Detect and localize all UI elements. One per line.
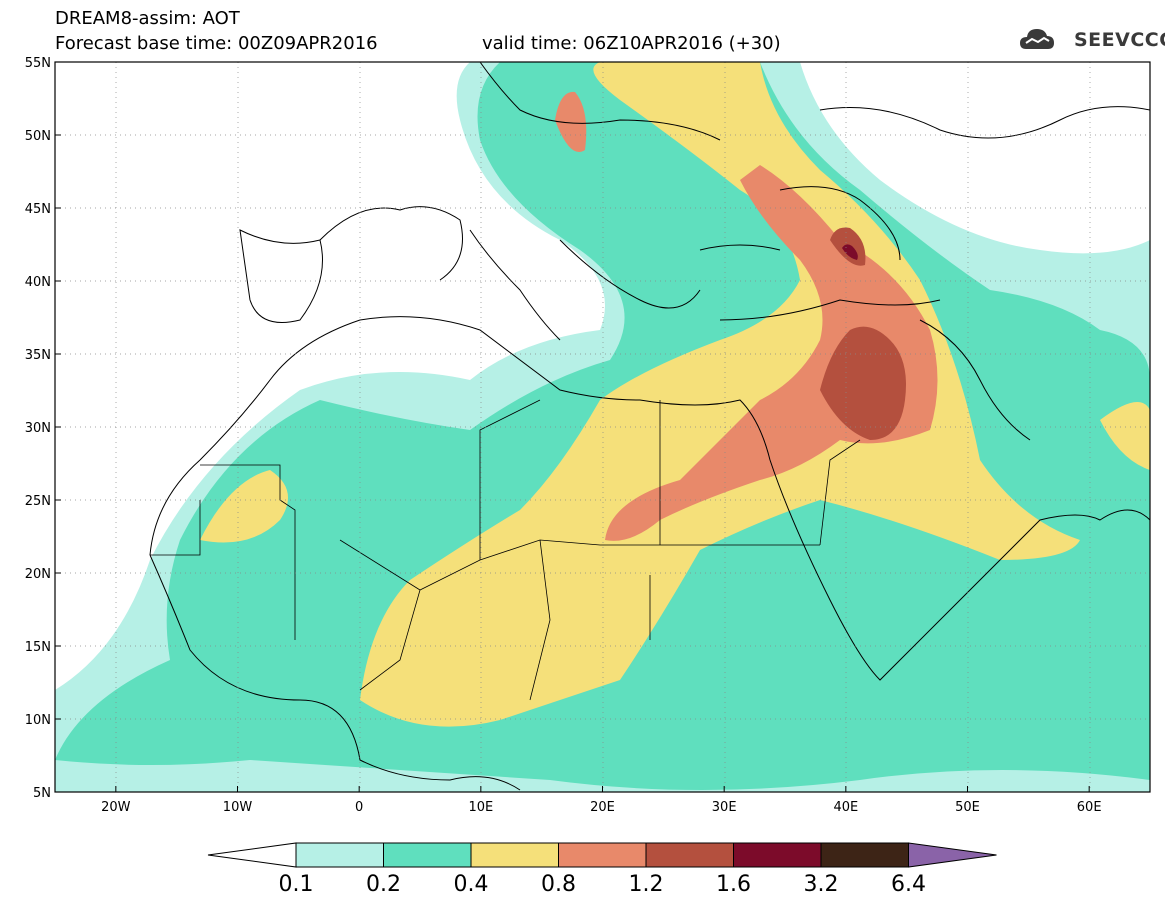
colorbar-label: 1.2 xyxy=(628,872,664,897)
lon-label: 20E xyxy=(590,800,615,815)
lat-label: 25N xyxy=(25,494,51,509)
lat-label: 5N xyxy=(33,786,51,801)
lon-label: 10E xyxy=(468,800,493,815)
lon-label: 10W xyxy=(223,800,253,815)
map-grid xyxy=(55,62,1150,792)
colorbar-min-arrow xyxy=(207,842,297,868)
lat-label: 30N xyxy=(25,421,51,436)
colorbar-label: 3.2 xyxy=(803,872,839,897)
colorbar-label: 0.4 xyxy=(453,872,489,897)
lat-label: 50N xyxy=(25,129,51,144)
lon-label: 30E xyxy=(712,800,737,815)
lon-label: 0 xyxy=(355,800,363,815)
lon-label: 40E xyxy=(833,800,858,815)
lon-label: 20W xyxy=(101,800,131,815)
colorbar-segment xyxy=(295,842,384,868)
lat-label: 40N xyxy=(25,275,51,290)
lon-label: 50E xyxy=(955,800,980,815)
colorbar-segment xyxy=(470,842,559,868)
colorbar-label: 1.6 xyxy=(716,872,751,897)
aot-1.6-region xyxy=(842,244,858,260)
lat-label: 55N xyxy=(25,56,51,71)
logo-text: SEEVCCC xyxy=(1074,29,1165,51)
map-title: DREAM8-assim: AOT xyxy=(55,8,240,29)
colorbar-label: 0.8 xyxy=(541,872,576,897)
aot-0.4-region xyxy=(360,62,1080,727)
colorbar-label: 6.4 xyxy=(891,872,926,897)
colorbar-segment xyxy=(645,842,734,868)
lat-label: 20N xyxy=(25,567,51,582)
aot-fields xyxy=(55,62,1150,792)
colorbar-segment xyxy=(820,842,909,868)
forecast-base-time: Forecast base time: 00Z09APR2016 xyxy=(55,33,378,54)
valid-time: valid time: 06Z10APR2016 (+30) xyxy=(482,33,781,54)
cloud-icon xyxy=(1020,29,1054,49)
aot-1.2-region xyxy=(820,326,906,440)
lon-label: 60E xyxy=(1077,800,1102,815)
lat-label: 35N xyxy=(25,348,51,363)
lat-label: 10N xyxy=(25,713,51,728)
latitude-labels: 55N 50N 45N 40N 35N 30N 25N 20N 15N 10N 5N xyxy=(25,56,61,801)
colorbar-max-arrow xyxy=(908,842,997,868)
colorbar-segment xyxy=(558,842,647,868)
colorbar-label: 0.2 xyxy=(366,872,401,897)
colorbar xyxy=(207,842,997,868)
colorbar-label: 0.1 xyxy=(278,872,314,897)
colorbar-segment xyxy=(383,842,472,868)
lat-label: 15N xyxy=(25,640,51,655)
lat-label: 45N xyxy=(25,202,51,217)
colorbar-segment xyxy=(733,842,822,868)
longitude-labels: 20W 10W 0 10E 20E 30E 40E 50E 60E xyxy=(101,786,1102,815)
borders xyxy=(150,399,861,701)
